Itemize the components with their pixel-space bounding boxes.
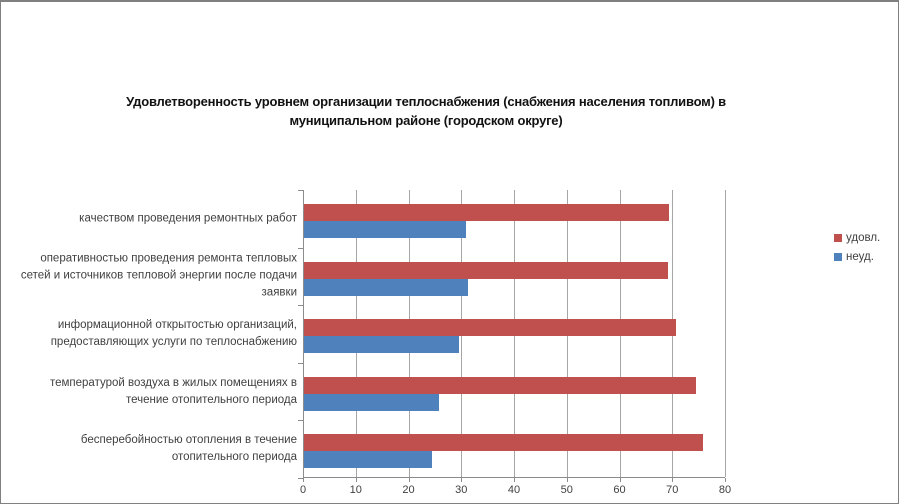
bar-udovl-2 (304, 319, 677, 337)
legend-swatch-icon (834, 253, 842, 261)
legend-swatch-icon (834, 234, 842, 242)
category-label-4: бесперебойностью отопления в течение ото… (80, 434, 297, 464)
gridline (725, 190, 726, 477)
x-axis-label-20: 20 (402, 484, 415, 496)
x-axis-label-40: 40 (507, 484, 521, 496)
y-axis-tick (298, 420, 303, 422)
y-axis-tick (298, 305, 303, 307)
bar-udovl-1 (304, 261, 668, 279)
x-axis-label-70: 70 (666, 484, 679, 496)
x-axis-tick (461, 478, 463, 482)
y-axis-tick (298, 190, 303, 191)
bar-neud-3 (304, 393, 440, 411)
category-label-3: температурой воздуха в жилых помещениях … (49, 376, 297, 406)
category-label-1: оперативностью проведения ремонта теплов… (20, 252, 297, 299)
x-axis-label-0: 0 (299, 484, 307, 496)
x-axis-label-10: 10 (349, 484, 362, 496)
x-axis-label-60: 60 (613, 484, 626, 496)
y-axis-tick (298, 478, 303, 479)
x-axis-tick (619, 478, 621, 482)
bar-neud-1 (304, 278, 468, 296)
plot-area (303, 190, 726, 478)
x-axis-label-30: 30 (455, 484, 468, 496)
bar-neud-4 (304, 451, 433, 469)
x-axis-tick (566, 478, 568, 482)
bar-neud-2 (304, 336, 460, 354)
x-axis-tick (408, 478, 410, 482)
x-axis-label-50: 50 (560, 484, 573, 496)
legend-label: удовл. (846, 232, 881, 244)
x-axis-tick (672, 478, 674, 482)
legend-label: неуд. (846, 251, 874, 263)
category-label-2: информационной открытостью организаций, … (50, 319, 297, 348)
x-axis-tick (355, 478, 357, 482)
y-axis-tick (298, 247, 303, 249)
bar-udovl-0 (304, 204, 670, 221)
category-label-0: качеством проведения ремонтных работ (79, 212, 297, 225)
bar-udovl-3 (304, 376, 697, 394)
chart-legend: удовл. неуд. (834, 232, 880, 270)
legend-item-neud: неуд. (834, 251, 880, 263)
x-axis-tick (514, 478, 515, 482)
x-axis-tick (725, 478, 726, 482)
legend-item-udovl: удовл. (834, 232, 880, 244)
chart-title: Удовлетворенность уровнем организации те… (126, 94, 726, 128)
bar-neud-0 (304, 221, 467, 238)
x-axis-label-80: 80 (718, 484, 732, 496)
x-axis-tick (303, 478, 304, 482)
y-axis-tick (298, 362, 303, 364)
bar-udovl-4 (304, 434, 704, 452)
